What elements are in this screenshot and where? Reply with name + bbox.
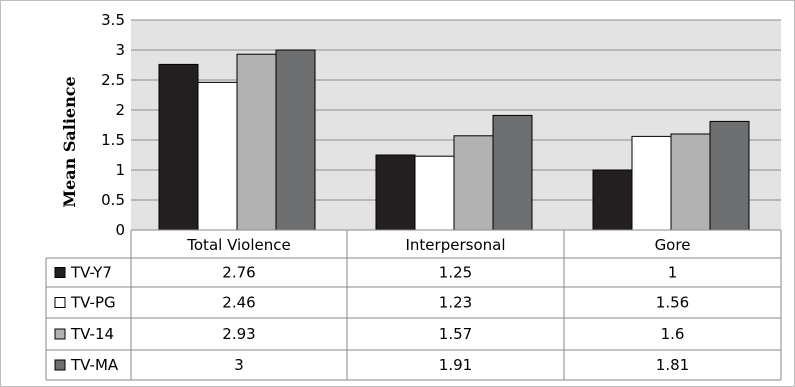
bar	[414, 155, 455, 231]
data-label: 1.56	[656, 294, 689, 312]
y-tick-label: 2.5	[101, 71, 125, 89]
y-tick-label: 0	[115, 221, 125, 239]
y-tick-label: 2	[115, 101, 125, 119]
bar	[275, 49, 316, 231]
bar	[236, 53, 277, 231]
legend-label: TV-MA	[70, 356, 119, 374]
bar	[158, 63, 199, 231]
x-category-label: Total Violence	[186, 236, 290, 254]
data-label: 1.6	[661, 325, 685, 343]
data-table: Total Violence Interpersonal Gore TV-Y7 2.76…	[45, 229, 782, 381]
bar	[197, 81, 238, 231]
legend-swatch	[54, 297, 66, 308]
y-tick-label: 3	[115, 41, 125, 59]
bar	[709, 120, 750, 231]
data-label: 1	[668, 264, 678, 282]
y-tick-label: 3.5	[101, 11, 125, 29]
bar	[670, 133, 711, 231]
legend-swatch	[54, 328, 66, 340]
data-label: 1.57	[439, 325, 472, 343]
legend-swatch	[54, 267, 66, 278]
data-label: 1.91	[439, 356, 472, 374]
bar	[375, 154, 416, 231]
y-tick-label: 0.5	[101, 191, 125, 209]
legend-swatch	[54, 359, 66, 371]
bar	[492, 114, 533, 231]
y-tick-label: 1	[115, 161, 125, 179]
bars	[158, 49, 750, 231]
bar	[631, 135, 672, 231]
bar	[453, 135, 494, 231]
data-label: 2.93	[222, 325, 255, 343]
x-category-label: Interpersonal	[406, 236, 506, 254]
data-label: 1.81	[656, 356, 689, 374]
y-axis-label: Mean Salience	[60, 76, 79, 207]
bar	[592, 169, 633, 231]
data-label: 1.23	[439, 294, 472, 312]
y-axis-ticks: 0 0.5 1 1.5 2 2.5 3 3.5	[101, 11, 125, 239]
y-tick-label: 1.5	[101, 131, 125, 149]
legend-label: TV-Y7	[70, 264, 112, 282]
data-label: 1.25	[439, 264, 472, 282]
data-label: 2.76	[222, 264, 255, 282]
x-category-label: Gore	[655, 236, 691, 254]
legend-label: TV-14	[70, 325, 114, 343]
legend-label: TV-PG	[70, 294, 116, 312]
data-label: 2.46	[222, 294, 255, 312]
data-label: 3	[234, 356, 244, 374]
